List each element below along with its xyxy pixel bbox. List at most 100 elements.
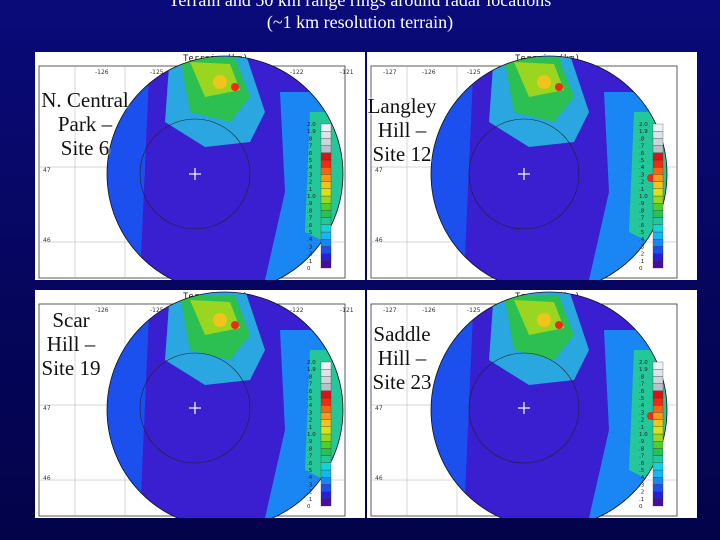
colorbar-tick-label: .5 <box>639 230 645 236</box>
colorbar-tick-label: 2.0 <box>307 360 316 366</box>
colorbar-tick-label: 1.9 <box>307 367 316 373</box>
colorbar-tick-label: .3 <box>639 244 645 250</box>
colorbar-tick-label: 2.0 <box>639 360 648 366</box>
lat-tick-label: 47 <box>43 405 51 412</box>
colorbar-tick-label: 2.0 <box>639 122 648 128</box>
colorbar-tick-label: .1 <box>639 187 644 193</box>
colorbar-tick-label: .2 <box>307 418 312 424</box>
colorbar-tick-label: .4 <box>639 237 645 243</box>
slide-title-line-1: Terrain and 50 km range rings around rad… <box>168 0 552 10</box>
terrain-map: Terrain (km)-126-125-124-123-122-1214746… <box>38 291 354 518</box>
colorbar-tick-label: .8 <box>639 136 645 142</box>
colorbar-tick-label: .8 <box>307 136 313 142</box>
radar-panel-site-23: Terrain (km)-127-126-125-124-123-1224746… <box>367 290 697 518</box>
colorbar-tick-label: .4 <box>307 165 313 171</box>
colorbar-tick-label: .9 <box>639 439 645 445</box>
colorbar-tick-label: .2 <box>307 490 312 496</box>
lon-tick-label: -126 <box>95 307 109 314</box>
colorbar-tick-label: .2 <box>307 252 312 258</box>
lon-tick-label: -126 <box>95 69 109 76</box>
colorbar-tick-label: .3 <box>307 410 313 416</box>
colorbar-tick-label: 0 <box>639 266 643 272</box>
colorbar-tick-label: .1 <box>307 187 312 193</box>
colorbar-tick-label: .1 <box>639 259 644 265</box>
colorbar-tick-label: .8 <box>307 374 313 380</box>
lon-tick-label: -121 <box>340 307 354 314</box>
site-label: Scar Hill – Site 19 <box>35 308 107 380</box>
site-label-line: Hill – <box>377 346 427 370</box>
site-label-line: Langley <box>367 94 437 118</box>
colorbar-tick-label: .3 <box>639 482 645 488</box>
lon-tick-label: -125 <box>467 69 481 76</box>
colorbar-tick-label: 0 <box>307 504 311 510</box>
colorbar-tick-label: .1 <box>307 425 312 431</box>
colorbar-tick-label: 1.0 <box>639 194 648 200</box>
radar-panel-site-6: Terrain (km)-126-125-124-123-122-1214746… <box>35 52 365 280</box>
colorbar-tick-label: .9 <box>307 439 313 445</box>
colorbar-tick-label: .7 <box>307 382 313 388</box>
site-label-line: N. Central <box>41 88 129 112</box>
colorbar-tick-label: 1.9 <box>639 367 648 373</box>
colorbar: 2.01.9.8.7.6.5.4.3.2.11.0.9.8.7.6.5.4.3.… <box>639 360 664 510</box>
colorbar-tick-label: .5 <box>307 468 313 474</box>
colorbar-tick-label: .3 <box>639 172 645 178</box>
colorbar-tick-label: .9 <box>307 201 313 207</box>
colorbar-tick-label: .4 <box>639 165 645 171</box>
lon-tick-label: -121 <box>340 69 354 76</box>
radar-coverage-area <box>431 56 667 280</box>
lon-tick-label: -122 <box>290 307 304 314</box>
colorbar-tick-label: .7 <box>639 216 645 222</box>
lat-tick-label: 47 <box>375 405 383 412</box>
colorbar-tick-label: .6 <box>307 223 313 229</box>
colorbar-tick-label: .4 <box>307 237 313 243</box>
lat-tick-label: 46 <box>43 475 51 482</box>
colorbar-tick-label: .7 <box>307 454 313 460</box>
colorbar-tick-label: .4 <box>639 475 645 481</box>
colorbar-tick-label: .1 <box>307 259 312 265</box>
site-label: N. Central Park – Site 6 <box>35 88 135 160</box>
colorbar-tick-label: 1.9 <box>639 129 648 135</box>
colorbar-tick-label: .2 <box>639 418 644 424</box>
lon-tick-label: -122 <box>290 69 304 76</box>
site-label-line: Site 23 <box>372 370 432 394</box>
colorbar-tick-label: .9 <box>639 201 645 207</box>
site-label: Langley Hill – Site 12 <box>367 94 442 166</box>
colorbar-tick-label: .7 <box>307 216 313 222</box>
colorbar-tick-label: .4 <box>307 475 313 481</box>
colorbar-tick-label: .3 <box>639 410 645 416</box>
colorbar-tick-label: .1 <box>639 497 644 503</box>
lat-tick-label: 46 <box>43 237 51 244</box>
site-label-line: Hill – <box>377 118 427 142</box>
colorbar-tick-label: .6 <box>639 389 645 395</box>
radar-location-marker <box>189 402 201 414</box>
site-label-line: Site 12 <box>372 142 432 166</box>
colorbar-tick-label: .8 <box>639 208 645 214</box>
colorbar-tick-label: .8 <box>307 446 313 452</box>
colorbar-tick-label: 1.0 <box>639 432 648 438</box>
colorbar-tick-label: .5 <box>639 396 645 402</box>
colorbar-tick-label: .6 <box>307 461 313 467</box>
lon-tick-label: -127 <box>383 69 397 76</box>
colorbar-tick-label: .6 <box>639 151 645 157</box>
colorbar-tick-label: .7 <box>639 144 645 150</box>
radar-location-marker <box>518 168 530 180</box>
colorbar-tick-label: .3 <box>307 482 313 488</box>
colorbar: 2.01.9.8.7.6.5.4.3.2.11.0.9.8.7.6.5.4.3.… <box>307 360 332 510</box>
colorbar-tick-label: .3 <box>307 244 313 250</box>
colorbar-tick-label: .1 <box>307 497 312 503</box>
radar-coverage-area <box>107 56 343 280</box>
colorbar-tick-label: .5 <box>639 158 645 164</box>
colorbar-tick-label: .7 <box>307 144 313 150</box>
colorbar-tick-label: .4 <box>307 403 313 409</box>
colorbar-tick-label: .2 <box>307 180 312 186</box>
colorbar-tick-label: .6 <box>307 389 313 395</box>
lon-tick-label: -125 <box>150 69 164 76</box>
lon-tick-label: -125 <box>467 307 481 314</box>
lat-tick-label: 47 <box>375 167 383 174</box>
site-label-line: Site 6 <box>60 136 110 160</box>
radar-location-marker <box>189 168 201 180</box>
lon-tick-label: -126 <box>422 69 436 76</box>
colorbar-tick-label: 0 <box>639 504 643 510</box>
radar-panel-site-12: Terrain (km)-127-126-125-124-123-1224746… <box>367 52 697 280</box>
colorbar-tick-label: 1.0 <box>307 194 316 200</box>
